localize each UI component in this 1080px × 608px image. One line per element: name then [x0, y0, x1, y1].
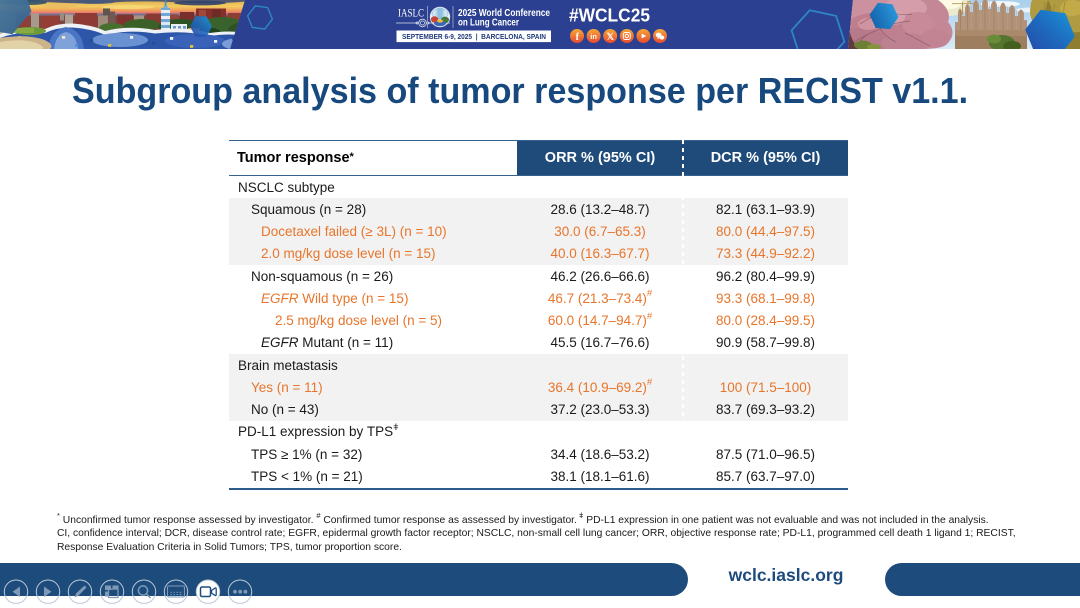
- svg-text:#WCLC25: #WCLC25: [569, 5, 650, 26]
- svg-text:2025 World Conference: 2025 World Conference: [458, 8, 550, 19]
- svg-text:𝕏: 𝕏: [607, 31, 615, 41]
- svg-text:on Lung Cancer: on Lung Cancer: [458, 18, 519, 29]
- svg-text:IASLC: IASLC: [398, 8, 424, 20]
- svg-text:SEPTEMBER 6-9, 2025 | BARCEL: SEPTEMBER 6-9, 2025 | BARCELONA, SPAIN: [402, 32, 546, 41]
- svg-text:f: f: [576, 32, 580, 43]
- svg-text:in: in: [590, 32, 597, 41]
